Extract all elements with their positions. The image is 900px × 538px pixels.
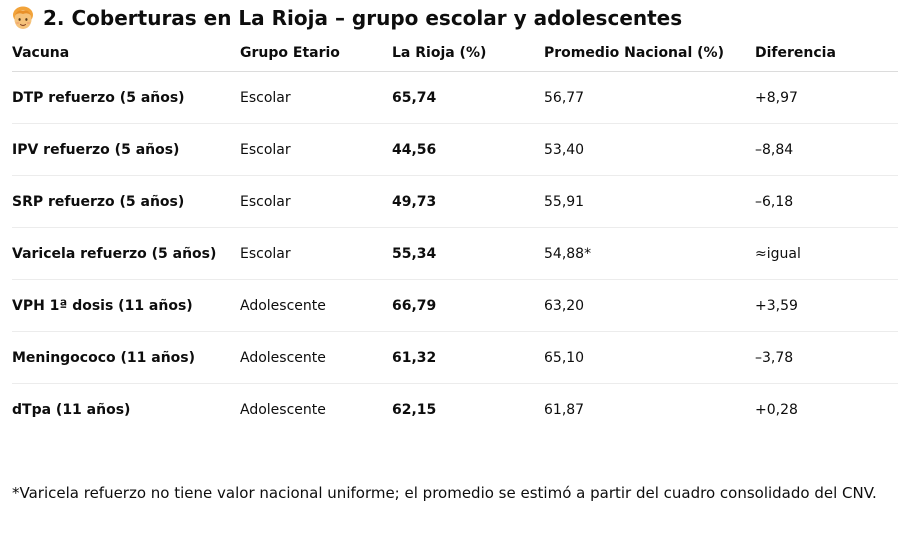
cell-vacuna: dTpa (11 años) — [12, 401, 131, 418]
child-emoji-icon — [12, 6, 34, 30]
header-promedio-nacional: Promedio Nacional (%) — [544, 35, 755, 72]
section-title: 2. Coberturas en La Rioja – grupo escola… — [43, 6, 683, 30]
cell-vacuna: SRP refuerzo (5 años) — [12, 175, 240, 228]
cell-rioja: 66,79 — [392, 279, 544, 332]
table-row: IPV refuerzo (5 años) Escolar 44,56 53,4… — [12, 123, 898, 176]
table-row: SRP refuerzo (5 años) Escolar 49,73 55,9… — [12, 175, 898, 228]
cell-vacuna: Meningococo (11 años) — [12, 331, 240, 384]
cell-vacuna: DTP refuerzo (5 años) — [12, 71, 240, 124]
cell-diferencia: –6,18 — [755, 175, 898, 228]
cell-diferencia: +8,97 — [755, 71, 898, 124]
table-row: DTP refuerzo (5 años) Escolar 65,74 56,7… — [12, 71, 898, 124]
cell-rioja: 61,32 — [392, 331, 544, 384]
header-grupo-etario: Grupo Etario — [240, 35, 392, 72]
cell-nacional: 56,77 — [544, 71, 755, 124]
cell-grupo: Adolescente — [240, 401, 326, 418]
footnote: *Varicela refuerzo no tiene valor nacion… — [12, 484, 877, 502]
table-header-row: Vacuna Grupo Etario La Rioja (%) Promedi… — [12, 35, 898, 72]
header-diferencia: Diferencia — [755, 35, 898, 72]
header-vacuna: Vacuna — [12, 35, 240, 72]
coverage-table: Vacuna Grupo Etario La Rioja (%) Promedi… — [12, 35, 898, 435]
cell-rioja: 65,74 — [392, 71, 544, 124]
table-row: VPH 1ª dosis (11 años) Adolescente 66,79… — [12, 279, 898, 332]
table-row: Varicela refuerzo (5 años) Escolar 55,34… — [12, 227, 898, 280]
cell-grupo: Escolar — [240, 71, 392, 124]
cell-nacional: 63,20 — [544, 279, 755, 332]
section-heading: 2. Coberturas en La Rioja – grupo escola… — [12, 2, 682, 34]
cell-nacional: 55,91 — [544, 175, 755, 228]
cell-grupo: Escolar — [240, 175, 392, 228]
cell-rioja: 49,73 — [392, 175, 544, 228]
cell-vacuna: Varicela refuerzo (5 años) — [12, 227, 240, 280]
cell-vacuna: IPV refuerzo (5 años) — [12, 123, 240, 176]
cell-diferencia: –3,78 — [755, 331, 898, 384]
cell-diferencia: +0,28 — [755, 401, 798, 418]
cell-nacional: 61,87 — [544, 401, 585, 418]
cell-nacional: 54,88* — [544, 227, 755, 280]
cell-grupo: Escolar — [240, 227, 392, 280]
cell-diferencia: +3,59 — [755, 279, 898, 332]
header-la-rioja: La Rioja (%) — [392, 35, 544, 72]
cell-vacuna: VPH 1ª dosis (11 años) — [12, 279, 240, 332]
cell-grupo: Escolar — [240, 123, 392, 176]
table-row: Meningococo (11 años) Adolescente 61,32 … — [12, 331, 898, 384]
cell-diferencia: ≈igual — [755, 227, 898, 280]
cell-rioja: 55,34 — [392, 227, 544, 280]
table-row: dTpa (11 años) Adolescente 62,15 61,87 +… — [12, 384, 898, 436]
cell-nacional: 65,10 — [544, 331, 755, 384]
cell-grupo: Adolescente — [240, 279, 392, 332]
cell-nacional: 53,40 — [544, 123, 755, 176]
cell-rioja: 62,15 — [392, 401, 437, 418]
cell-diferencia: –8,84 — [755, 123, 898, 176]
cell-rioja: 44,56 — [392, 123, 544, 176]
cell-grupo: Adolescente — [240, 331, 392, 384]
